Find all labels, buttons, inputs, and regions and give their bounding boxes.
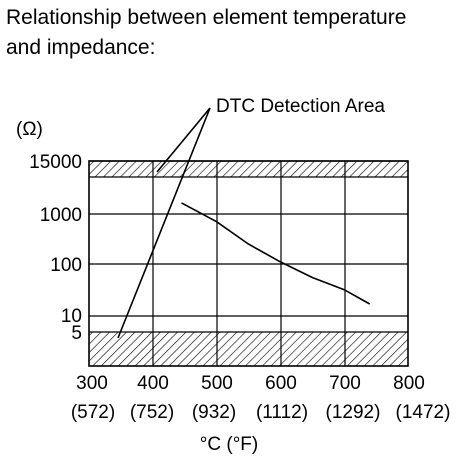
x-tick-500: 500 (201, 373, 233, 394)
x-tick-1112f: (1112) (256, 402, 308, 423)
y-tick-1000: 1000 (40, 205, 82, 226)
annotation-dtc-detection-area: DTC Detection Area (216, 96, 385, 117)
y-tick-15000: 15000 (29, 152, 82, 173)
plot-frame (88, 160, 409, 367)
y-tick-5: 5 (71, 323, 82, 344)
x-tick-1292f: (1292) (326, 402, 381, 423)
x-tick-572f: (572) (71, 402, 115, 423)
x-axis-label: °C (°F) (200, 434, 258, 455)
x-tick-1472f: (1472) (396, 402, 451, 423)
y-axis-label: (Ω) (16, 119, 43, 140)
chart-title-line-2: and impedance: (6, 36, 156, 59)
annotation-pointer-lower (117, 107, 211, 339)
x-tick-700: 700 (329, 373, 361, 394)
x-tick-400: 400 (137, 373, 169, 394)
chart-grid (89, 160, 408, 366)
x-tick-300: 300 (76, 373, 108, 394)
x-tick-752f: (752) (130, 402, 174, 423)
x-tick-600: 600 (265, 373, 297, 394)
y-tick-100: 100 (50, 255, 82, 276)
upper-detection-area (88, 160, 409, 178)
x-tick-932f: (932) (192, 402, 236, 423)
annotation-pointer-upper (156, 107, 211, 173)
x-tick-800: 800 (393, 373, 425, 394)
lower-detection-area (88, 331, 409, 367)
chart-title-line-1: Relationship between element temperature (6, 6, 407, 29)
impedance-curve (181, 202, 371, 305)
y-tick-10: 10 (61, 306, 82, 327)
